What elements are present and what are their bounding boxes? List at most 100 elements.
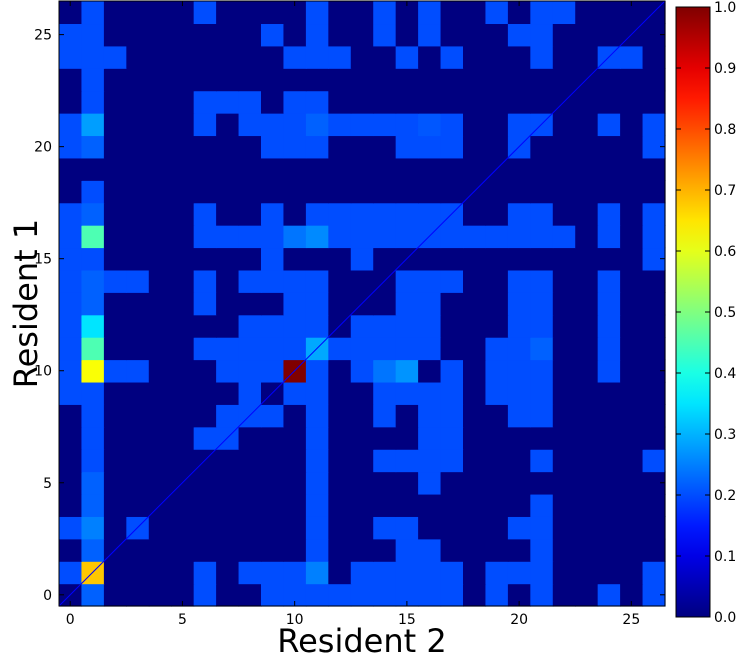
heatmap-cell <box>440 1 464 25</box>
heatmap-cell <box>126 493 150 517</box>
heatmap-cell <box>552 292 576 316</box>
heatmap-cell <box>148 1 172 25</box>
heatmap-cell <box>552 337 576 361</box>
heatmap-cell <box>148 583 172 607</box>
heatmap-cell <box>238 269 262 293</box>
heatmap-cell <box>126 269 150 293</box>
heatmap-cell <box>463 449 487 473</box>
heatmap-cell <box>216 269 240 293</box>
colorbar <box>675 6 711 618</box>
heatmap-cell <box>552 471 576 495</box>
heatmap-cell <box>373 23 397 47</box>
heatmap-cell <box>238 135 262 159</box>
heatmap-cell <box>620 381 644 405</box>
heatmap-cell <box>552 493 576 517</box>
heatmap-cell <box>216 113 240 137</box>
heatmap-cell <box>373 135 397 159</box>
heatmap-cell <box>103 493 127 517</box>
heatmap-cell <box>642 538 666 562</box>
heatmap-cell <box>642 561 666 585</box>
heatmap-cell <box>81 45 105 69</box>
heatmap-cell <box>642 180 666 204</box>
heatmap-cell <box>373 538 397 562</box>
heatmap-cell <box>373 583 397 607</box>
heatmap-cell <box>59 538 83 562</box>
heatmap-cell <box>642 45 666 69</box>
heatmap-cell <box>148 561 172 585</box>
heatmap-cell <box>485 359 509 383</box>
heatmap-cell <box>283 157 307 181</box>
heatmap-cell <box>395 157 419 181</box>
heatmap-cell <box>373 314 397 338</box>
heatmap-cell <box>507 225 531 249</box>
heatmap-cell <box>552 68 576 92</box>
heatmap-cell <box>552 359 576 383</box>
heatmap-cell <box>171 426 195 450</box>
heatmap-cell <box>642 225 666 249</box>
colorbar-ticks: 0.0 0.1 0.2 0.3 0.4 0.5 0.6 0.7 0.8 0.9 1.0 <box>676 0 736 626</box>
heatmap-cell <box>103 180 127 204</box>
x-tick-label: 0 <box>66 612 75 628</box>
heatmap-cell <box>126 247 150 271</box>
heatmap-cell <box>440 449 464 473</box>
heatmap-cell <box>328 337 352 361</box>
heatmap-cell <box>507 516 531 540</box>
heatmap-cell <box>328 538 352 562</box>
heatmap-cell <box>642 359 666 383</box>
heatmap-cell <box>373 381 397 405</box>
heatmap-cell <box>283 516 307 540</box>
heatmap-cell <box>193 314 217 338</box>
heatmap-cell <box>350 202 374 226</box>
heatmap-cell <box>126 337 150 361</box>
heatmap-cell <box>328 404 352 428</box>
heatmap-cell <box>552 381 576 405</box>
heatmap-cell <box>193 247 217 271</box>
heatmap-cell <box>238 471 262 495</box>
heatmap-cell <box>216 471 240 495</box>
heatmap-cell <box>350 516 374 540</box>
heatmap-cell <box>193 202 217 226</box>
heatmap-cell <box>463 493 487 517</box>
heatmap-cell <box>485 23 509 47</box>
heatmap-cell <box>620 538 644 562</box>
heatmap-cell <box>305 23 329 47</box>
heatmap-cell <box>126 583 150 607</box>
heatmap-cell <box>395 449 419 473</box>
heatmap-cell <box>597 157 621 181</box>
heatmap-cell <box>171 561 195 585</box>
heatmap-cell <box>193 23 217 47</box>
heatmap-cell <box>620 292 644 316</box>
heatmap-cell <box>552 202 576 226</box>
heatmap-cell <box>440 359 464 383</box>
heatmap-cell <box>463 561 487 585</box>
heatmap-cell <box>148 202 172 226</box>
heatmap-cell <box>507 180 531 204</box>
heatmap-cell <box>59 359 83 383</box>
heatmap-cell <box>642 90 666 114</box>
heatmap-cell <box>642 337 666 361</box>
heatmap-cell <box>575 561 599 585</box>
heatmap-cell <box>530 381 554 405</box>
heatmap-cell <box>642 583 666 607</box>
heatmap-cell <box>216 516 240 540</box>
heatmap-cell <box>597 180 621 204</box>
heatmap-cell <box>530 247 554 271</box>
heatmap-cell <box>171 337 195 361</box>
heatmap-cell <box>193 68 217 92</box>
heatmap-cell <box>575 314 599 338</box>
heatmap-cell <box>597 381 621 405</box>
heatmap-cell <box>552 247 576 271</box>
heatmap-cell <box>103 337 127 361</box>
heatmap-cell <box>642 516 666 540</box>
heatmap-cell <box>59 493 83 517</box>
heatmap-cell <box>59 113 83 137</box>
heatmap-cell <box>126 471 150 495</box>
heatmap-cell <box>238 180 262 204</box>
heatmap-cell <box>485 404 509 428</box>
heatmap-cell <box>620 493 644 517</box>
heatmap-cell <box>395 337 419 361</box>
heatmap-cell <box>305 493 329 517</box>
heatmap-cell <box>642 426 666 450</box>
heatmap-cell <box>485 113 509 137</box>
heatmap-cell <box>395 583 419 607</box>
